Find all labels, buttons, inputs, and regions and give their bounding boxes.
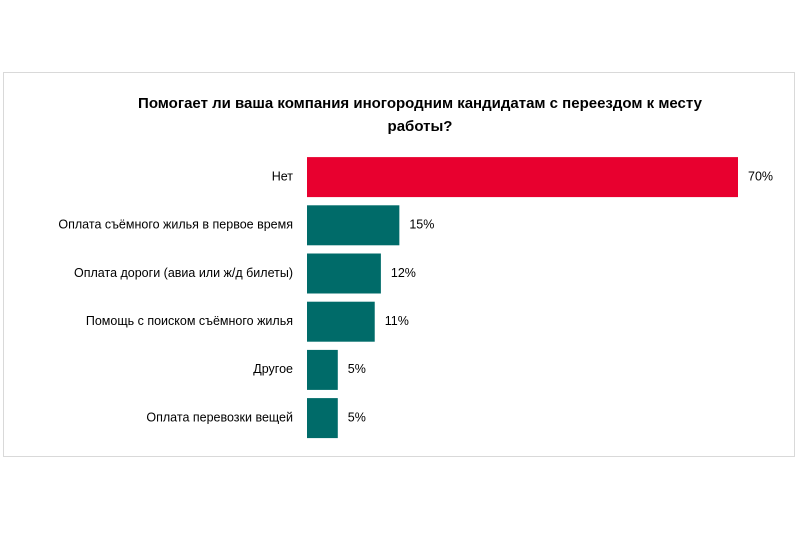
value-label: 70%: [748, 169, 773, 183]
chart-frame: [3, 72, 795, 457]
bar: [307, 301, 375, 342]
chart-title: Помогает ли ваша компания иногородним ка…: [138, 95, 702, 135]
bar: [307, 253, 381, 294]
category-label: Оплата дороги (авиа или ж/д билеты): [74, 266, 293, 280]
value-label: 5%: [348, 410, 366, 424]
bar: [307, 398, 338, 439]
category-label: Оплата съёмного жилья в первое время: [58, 218, 293, 232]
category-label: Другое: [253, 362, 293, 376]
bar: [307, 349, 338, 390]
value-label: 12%: [391, 266, 416, 280]
category-label: Оплата перевозки вещей: [146, 410, 293, 424]
category-label: Помощь с поиском съёмного жилья: [86, 314, 293, 328]
value-label: 15%: [409, 218, 434, 232]
category-label: Нет: [272, 169, 294, 183]
value-label: 5%: [348, 362, 366, 376]
bar: [307, 205, 400, 246]
value-label: 11%: [385, 314, 409, 328]
bar: [307, 157, 738, 198]
